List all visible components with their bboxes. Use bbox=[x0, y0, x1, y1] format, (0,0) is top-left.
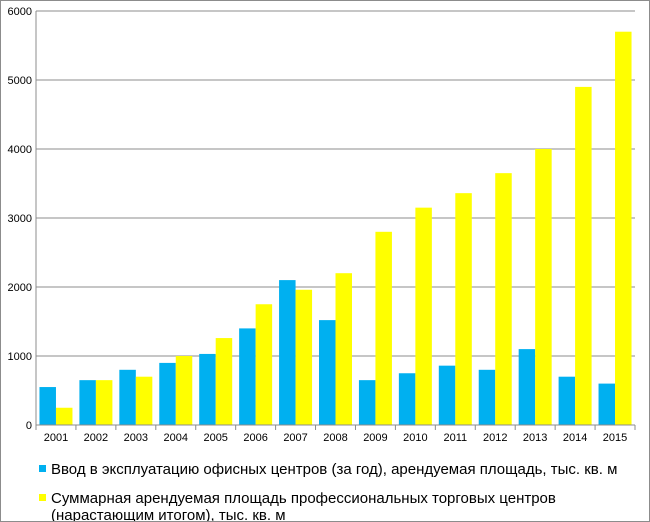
bar-series-1-2001 bbox=[39, 387, 56, 425]
x-tick-label: 2009 bbox=[363, 432, 387, 444]
x-tick-label: 2003 bbox=[124, 432, 148, 444]
legend: Ввод в эксплуатацию офисных центров (за … bbox=[39, 461, 644, 522]
axes bbox=[35, 11, 636, 430]
y-tick-label: 3000 bbox=[8, 213, 32, 225]
legend-label-series-1: Ввод в эксплуатацию офисных центров (за … bbox=[51, 461, 618, 478]
x-tick-label: 2013 bbox=[523, 432, 547, 444]
y-tick-label: 0 bbox=[26, 420, 32, 432]
bar-series-1-2011 bbox=[438, 365, 456, 425]
bar-series-2-2003 bbox=[135, 376, 153, 425]
x-tick-label: 2011 bbox=[443, 432, 467, 444]
legend-swatch-series-2 bbox=[39, 494, 46, 501]
bar-series-1-2010 bbox=[398, 373, 416, 425]
x-tick-label: 2010 bbox=[403, 432, 427, 444]
bar-series-1-2005 bbox=[199, 353, 216, 425]
x-tick-label: 2012 bbox=[483, 432, 507, 444]
x-tick-label: 2015 bbox=[603, 432, 627, 444]
bar-series-1-2003 bbox=[119, 369, 136, 425]
bar-series-1-2008 bbox=[319, 320, 336, 425]
bar-series-2-2006 bbox=[255, 304, 273, 425]
bar-series-1-2004 bbox=[159, 362, 176, 425]
bar-series-2-2001 bbox=[55, 407, 73, 425]
x-tick-label: 2004 bbox=[164, 432, 188, 444]
bar-series-2-2011 bbox=[455, 193, 472, 425]
legend-swatch-series-1 bbox=[39, 465, 46, 472]
x-tick-labels: 2001 2002 2003 2004 2005 2006 2007 2008 2009 2010… bbox=[44, 432, 628, 444]
bar-series-1-2006 bbox=[239, 328, 256, 425]
y-tick-label: 1000 bbox=[8, 351, 32, 363]
bar-series-2-2009 bbox=[375, 231, 392, 425]
bar-series-1-2009 bbox=[358, 380, 376, 425]
bar-series-1-2014 bbox=[558, 376, 576, 425]
bar-series-1-2007 bbox=[279, 280, 296, 425]
legend-label-series-2: Суммарная арендуемая площадь профессиона… bbox=[51, 490, 556, 522]
x-tick-label: 2005 bbox=[203, 432, 227, 444]
bar-series-1-2002 bbox=[79, 380, 96, 425]
x-tick-label: 2007 bbox=[283, 432, 307, 444]
y-tick-label: 5000 bbox=[8, 75, 32, 87]
bars bbox=[39, 31, 632, 426]
y-tick-label: 4000 bbox=[8, 144, 32, 156]
legend-item-series-2: Суммарная арендуемая площадь профессиона… bbox=[39, 490, 644, 522]
x-tick-label: 2001 bbox=[44, 432, 68, 444]
bar-series-2-2008 bbox=[335, 273, 352, 425]
bar-series-1-2013 bbox=[518, 349, 536, 425]
bar-series-2-2013 bbox=[535, 149, 552, 425]
bar-series-1-2015 bbox=[598, 383, 616, 425]
y-tick-label: 6000 bbox=[8, 6, 32, 18]
bar-series-2-2002 bbox=[95, 380, 113, 425]
bar-series-2-2004 bbox=[175, 356, 193, 425]
bar-series-2-2005 bbox=[215, 338, 233, 425]
bar-series-2-2015 bbox=[615, 31, 632, 425]
x-tick-label: 2002 bbox=[84, 432, 108, 444]
bar-series-2-2010 bbox=[415, 207, 432, 425]
bar-series-1-2012 bbox=[478, 369, 496, 425]
x-tick-label: 2006 bbox=[243, 432, 267, 444]
bar-series-2-2007 bbox=[295, 289, 313, 425]
bar-series-2-2014 bbox=[575, 86, 592, 426]
y-tick-label: 2000 bbox=[8, 282, 32, 294]
legend-item-series-1: Ввод в эксплуатацию офисных центров (за … bbox=[39, 461, 644, 478]
bar-series-2-2012 bbox=[495, 173, 512, 425]
x-tick-label: 2014 bbox=[563, 432, 587, 444]
x-tick-label: 2008 bbox=[323, 432, 347, 444]
y-tick-labels: 0 1000 2000 3000 4000 5000 6000 bbox=[8, 6, 32, 432]
